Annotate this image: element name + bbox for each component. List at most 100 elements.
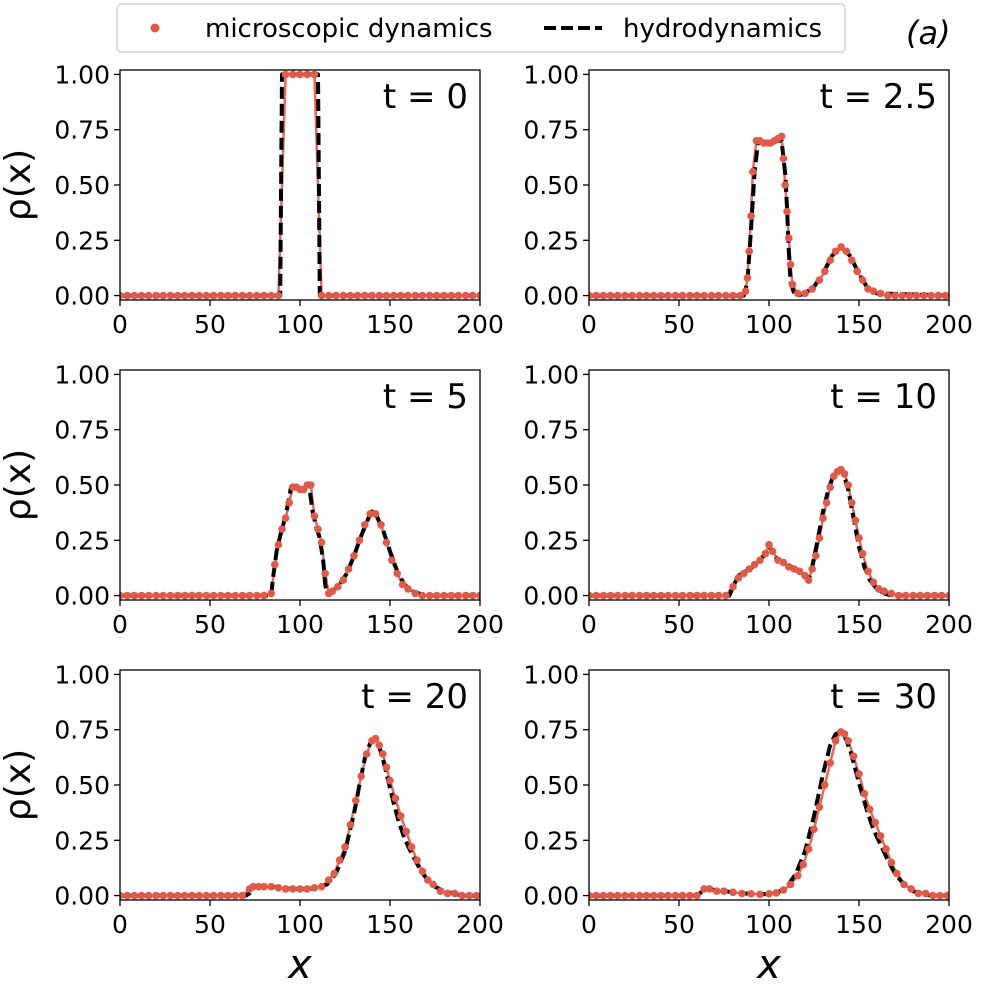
micro-point — [271, 560, 279, 569]
micro-point — [738, 889, 746, 898]
micro-point — [871, 818, 879, 827]
micro-trace — [120, 483, 480, 597]
micro-point — [252, 591, 261, 600]
micro-point — [397, 812, 405, 820]
micro-point — [404, 291, 412, 300]
micro-point — [202, 591, 211, 600]
x-axis-label: x — [755, 942, 781, 988]
x-tick-label: 150 — [835, 310, 883, 339]
micro-point — [628, 591, 636, 600]
micro-point — [217, 291, 225, 300]
micro-point — [418, 591, 427, 600]
micro-point — [440, 291, 448, 300]
micro-point — [749, 167, 757, 176]
plot-area — [589, 728, 949, 900]
y-tick-label: 0.50 — [54, 171, 110, 200]
y-tick-label: 0.50 — [54, 471, 110, 500]
micro-point — [325, 876, 333, 884]
micro-point — [747, 212, 755, 220]
micro-point — [411, 589, 420, 598]
chart-panel-3: 0 50 100 150 200 0.00 0.25 0.50 0.75 1.00 t = 5 ρ(x… — [0, 360, 504, 639]
y-tick-label: 0.00 — [523, 582, 579, 611]
micro-point — [750, 560, 759, 569]
micro-point — [166, 891, 175, 900]
micro-point — [882, 845, 890, 853]
x-tick-label: 200 — [456, 310, 504, 339]
micro-point — [413, 856, 421, 864]
micro-point — [195, 891, 203, 900]
x-axis-label: x — [286, 942, 312, 988]
micro-point — [317, 538, 326, 547]
micro-point — [693, 291, 701, 300]
micro-point — [454, 291, 463, 300]
x-tick-label: 100 — [276, 910, 324, 939]
micro-point — [876, 289, 885, 298]
micro-point — [788, 280, 797, 289]
micro-point — [894, 591, 903, 600]
y-tick-label: 0.25 — [523, 226, 579, 255]
micro-point — [447, 591, 456, 600]
micro-point — [382, 291, 391, 300]
micro-point — [810, 825, 818, 833]
y-tick-label: 0.75 — [523, 716, 579, 745]
micro-point — [379, 750, 387, 758]
y-tick-label: 0.50 — [523, 771, 579, 800]
time-label: t = 0 — [383, 77, 468, 117]
micro-point — [678, 591, 687, 600]
micro-point — [621, 291, 629, 300]
micro-point — [224, 591, 232, 600]
micro-point — [238, 591, 247, 600]
micro-point — [217, 591, 225, 600]
micro-point — [137, 891, 146, 900]
micro-point — [815, 803, 824, 811]
micro-point — [614, 891, 622, 900]
micro-point — [451, 889, 459, 898]
x-tick-label: 0 — [581, 910, 597, 939]
micro-point — [722, 591, 730, 600]
micro-point — [249, 882, 257, 891]
micro-point — [321, 569, 330, 578]
micro-point — [145, 591, 153, 600]
micro-point — [855, 770, 863, 778]
time-label: t = 10 — [830, 377, 937, 417]
time-label: t = 20 — [361, 677, 468, 717]
micro-point — [195, 591, 203, 600]
y-tick-label: 0.50 — [523, 171, 579, 200]
micro-point — [245, 591, 254, 600]
micro-point — [592, 291, 600, 300]
micro-point — [469, 291, 477, 300]
micro-point — [934, 291, 942, 300]
micro-point — [927, 291, 935, 300]
x-tick-label: 50 — [194, 610, 226, 639]
micro-point — [296, 70, 304, 79]
y-axis-label: ρ(x) — [0, 749, 39, 821]
time-label: t = 2.5 — [819, 77, 937, 117]
x-tick-label: 150 — [835, 910, 883, 939]
micro-point — [120, 891, 124, 900]
micro-point — [848, 256, 856, 265]
micro-point — [844, 737, 852, 745]
y-tick-label: 1.00 — [54, 360, 110, 389]
micro-point — [137, 291, 146, 300]
micro-point — [714, 591, 723, 600]
micro-point — [720, 887, 728, 895]
micro-point — [166, 291, 175, 300]
micro-point — [808, 285, 816, 293]
micro-point — [346, 821, 355, 829]
micro-point — [686, 591, 694, 600]
micro-point — [123, 891, 131, 900]
micro-point — [781, 181, 789, 189]
x-tick-label: 0 — [112, 310, 128, 339]
micro-point — [397, 291, 405, 300]
micro-point — [621, 891, 629, 900]
micro-point — [472, 891, 480, 900]
micro-point — [425, 591, 434, 600]
y-tick-label: 1.00 — [523, 360, 579, 389]
micro-point — [804, 845, 813, 853]
micro-point — [599, 591, 608, 600]
micro-point — [844, 481, 852, 489]
x-tick-label: 150 — [366, 910, 414, 939]
micro-point — [664, 591, 672, 600]
micro-point — [606, 591, 615, 600]
micro-point — [289, 70, 297, 79]
